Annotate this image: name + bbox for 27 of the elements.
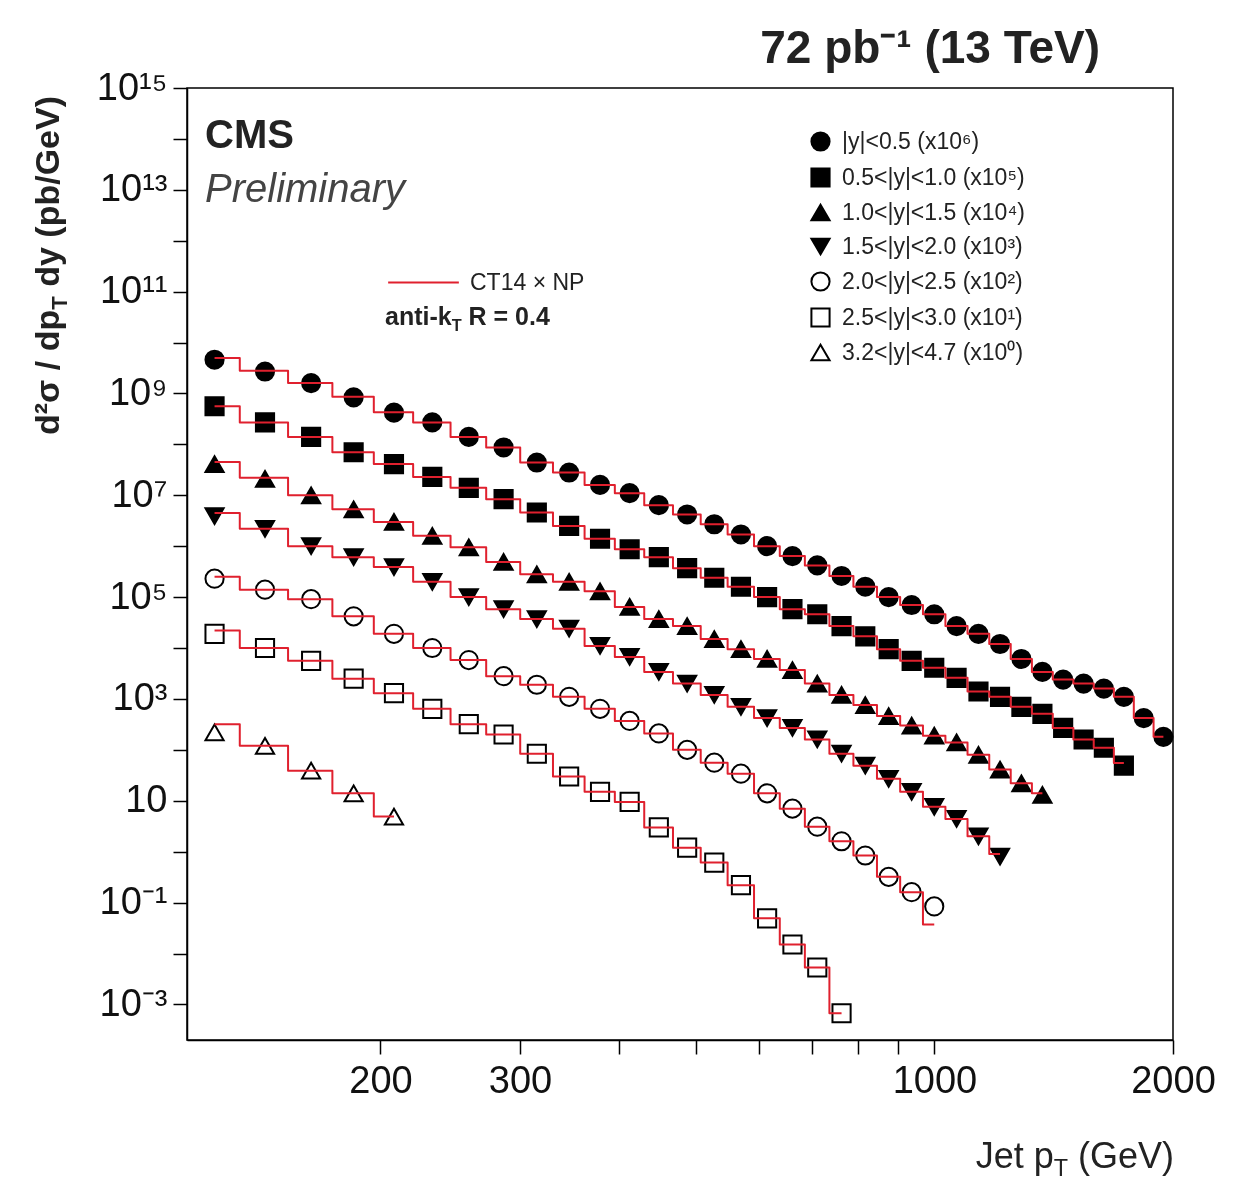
y-tick-label: 10¹¹	[99, 269, 168, 312]
chart-title: 72 pb⁻¹ (13 TeV)	[760, 20, 1100, 75]
legend-label: |y|<0.5 (x10⁶)	[842, 127, 980, 154]
x-tick-label: 2000	[1131, 1058, 1216, 1101]
y-tick-label: 10⁻³	[99, 981, 168, 1024]
y-tick-label: 10⁹	[108, 370, 168, 413]
y-tick-label: 10	[125, 778, 168, 821]
legend-label: 2.0<|y|<2.5 (x10²)	[842, 267, 1023, 294]
annotation: CMS	[205, 112, 294, 157]
legend-label: 1.5<|y|<2.0 (x10³)	[842, 232, 1023, 259]
annotation: anti-k$_{T}$ R = 0.4	[385, 302, 550, 335]
legend-label: 3.2<|y|<4.7 (x10⁰)	[842, 338, 1024, 365]
legend-label: 2.5<|y|<3.0 (x10¹)	[842, 303, 1023, 330]
y-tick-label: 10¹³	[99, 167, 168, 210]
y-tick-label: 10⁻¹	[99, 880, 168, 923]
x-tick-label: 1000	[892, 1058, 978, 1101]
y-tick-label: 10⁵	[109, 574, 168, 617]
y-tick-label: 10¹⁵	[96, 65, 168, 108]
x-tick-label: 200	[349, 1058, 413, 1101]
y-tick-label: 10⁷	[111, 472, 168, 515]
x-axis-title: Jet p$_{T}$ (GeV)	[975, 1135, 1174, 1183]
x-tick-label: 300	[488, 1058, 553, 1101]
legend-label: 1.0<|y|<1.5 (x10⁴)	[842, 198, 1025, 225]
legend-label: CT14 × NP	[470, 268, 585, 295]
legend-label: 0.5<|y|<1.0 (x10⁵)	[842, 163, 1025, 190]
y-tick-label: 10³	[112, 676, 168, 719]
annotation: Preliminary	[205, 166, 406, 211]
